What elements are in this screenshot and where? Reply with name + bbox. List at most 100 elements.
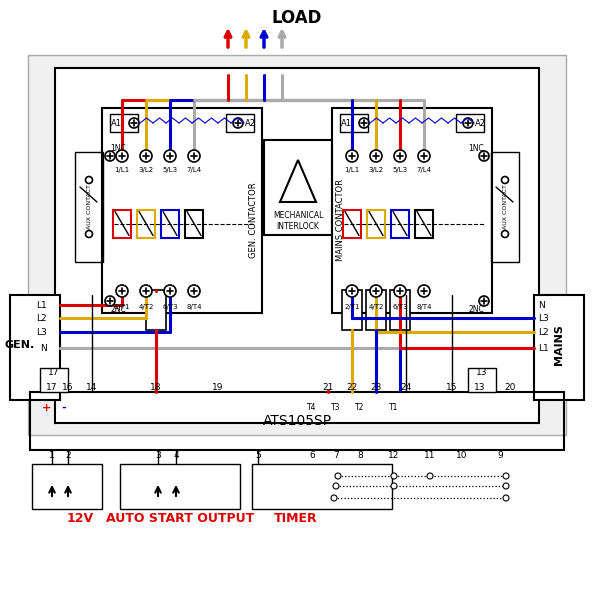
Text: 2/T1: 2/T1: [345, 304, 360, 310]
Text: 16: 16: [62, 382, 74, 392]
Circle shape: [359, 118, 369, 128]
Text: 5/L3: 5/L3: [393, 167, 407, 173]
Text: MAINS: MAINS: [554, 325, 564, 365]
Text: 5: 5: [255, 452, 261, 461]
Text: 3: 3: [155, 452, 161, 461]
Circle shape: [391, 473, 397, 479]
Text: AUX CONTACT: AUX CONTACT: [503, 184, 507, 230]
Bar: [146, 290, 166, 330]
Text: A1: A1: [340, 118, 352, 127]
Text: 4/T2: 4/T2: [368, 304, 384, 310]
Text: 7/L4: 7/L4: [416, 167, 432, 173]
Circle shape: [335, 473, 341, 479]
Text: 18: 18: [150, 382, 162, 392]
Text: 3/L2: 3/L2: [368, 167, 384, 173]
Text: 6/T3: 6/T3: [392, 304, 408, 310]
Bar: [252, 464, 392, 509]
Text: 8: 8: [357, 452, 363, 461]
Bar: [534, 295, 584, 400]
Text: 20: 20: [504, 382, 516, 392]
Bar: [343, 210, 361, 237]
Circle shape: [86, 230, 93, 237]
Circle shape: [501, 177, 508, 184]
Circle shape: [140, 285, 152, 297]
Text: +: +: [42, 403, 50, 413]
Circle shape: [116, 150, 128, 162]
Text: 1NC: 1NC: [468, 144, 484, 153]
Circle shape: [188, 285, 200, 297]
Circle shape: [394, 150, 406, 162]
Text: 1: 1: [49, 452, 55, 461]
Circle shape: [394, 285, 406, 297]
Circle shape: [427, 473, 433, 479]
Text: 4/T2: 4/T2: [138, 304, 154, 310]
Text: 2: 2: [65, 452, 71, 461]
Text: L1: L1: [538, 343, 549, 352]
Text: 5/L3: 5/L3: [162, 167, 178, 173]
Circle shape: [116, 285, 128, 297]
Text: 7/L4: 7/L4: [187, 167, 201, 173]
Bar: [55, 68, 539, 423]
Bar: [113, 210, 131, 237]
Circle shape: [333, 483, 339, 489]
Bar: [40, 368, 68, 392]
Circle shape: [188, 150, 200, 162]
Text: 11: 11: [424, 452, 436, 461]
Bar: [102, 108, 262, 313]
Text: 2NC: 2NC: [468, 305, 484, 313]
Text: GEN.: GEN.: [5, 340, 35, 350]
Bar: [366, 290, 386, 330]
Text: 8/T4: 8/T4: [187, 304, 202, 310]
Text: 17: 17: [48, 368, 60, 376]
Text: 3/L2: 3/L2: [138, 167, 154, 173]
Text: AUX CONTACT: AUX CONTACT: [87, 184, 91, 230]
Text: AUTO START OUTPUT: AUTO START OUTPUT: [106, 512, 254, 525]
Text: 2/T1: 2/T1: [114, 304, 129, 310]
Text: L3: L3: [538, 313, 549, 323]
Text: 15: 15: [446, 382, 458, 392]
Bar: [137, 210, 155, 237]
Circle shape: [346, 285, 358, 297]
Circle shape: [418, 150, 430, 162]
Bar: [32, 464, 102, 509]
Text: LOAD: LOAD: [272, 9, 322, 27]
Bar: [367, 210, 385, 237]
Circle shape: [164, 150, 176, 162]
Text: T1: T1: [389, 403, 399, 412]
Text: 1/L1: 1/L1: [115, 167, 129, 173]
Text: L2: L2: [36, 313, 47, 323]
Bar: [185, 210, 203, 237]
Circle shape: [164, 285, 176, 297]
Text: L2: L2: [538, 327, 549, 336]
Text: 13: 13: [476, 368, 488, 376]
Text: A2: A2: [475, 118, 485, 127]
Circle shape: [105, 151, 115, 161]
Text: 4: 4: [173, 452, 179, 461]
Circle shape: [331, 495, 337, 501]
Text: GEN. CONTACTOR: GEN. CONTACTOR: [249, 182, 258, 258]
Bar: [30, 392, 564, 450]
Bar: [456, 114, 484, 132]
Text: A1: A1: [110, 118, 122, 127]
Circle shape: [105, 296, 115, 306]
Circle shape: [129, 118, 139, 128]
Text: INTERLOCK: INTERLOCK: [277, 221, 320, 230]
Text: T3: T3: [331, 403, 341, 412]
Text: A2: A2: [245, 118, 255, 127]
Text: ATS105SP: ATS105SP: [263, 414, 331, 428]
Text: 12: 12: [388, 452, 400, 461]
Bar: [161, 210, 179, 237]
Text: TIMER: TIMER: [274, 512, 318, 525]
Text: 22: 22: [346, 382, 358, 392]
Text: L1: L1: [36, 300, 47, 309]
Text: 7: 7: [333, 452, 339, 461]
Circle shape: [479, 151, 489, 161]
Circle shape: [391, 483, 397, 489]
Bar: [10, 295, 60, 400]
Text: 6/T3: 6/T3: [162, 304, 178, 310]
Bar: [468, 368, 496, 392]
Text: 10: 10: [456, 452, 467, 461]
Bar: [28, 55, 566, 435]
Circle shape: [140, 150, 152, 162]
Circle shape: [86, 177, 93, 184]
